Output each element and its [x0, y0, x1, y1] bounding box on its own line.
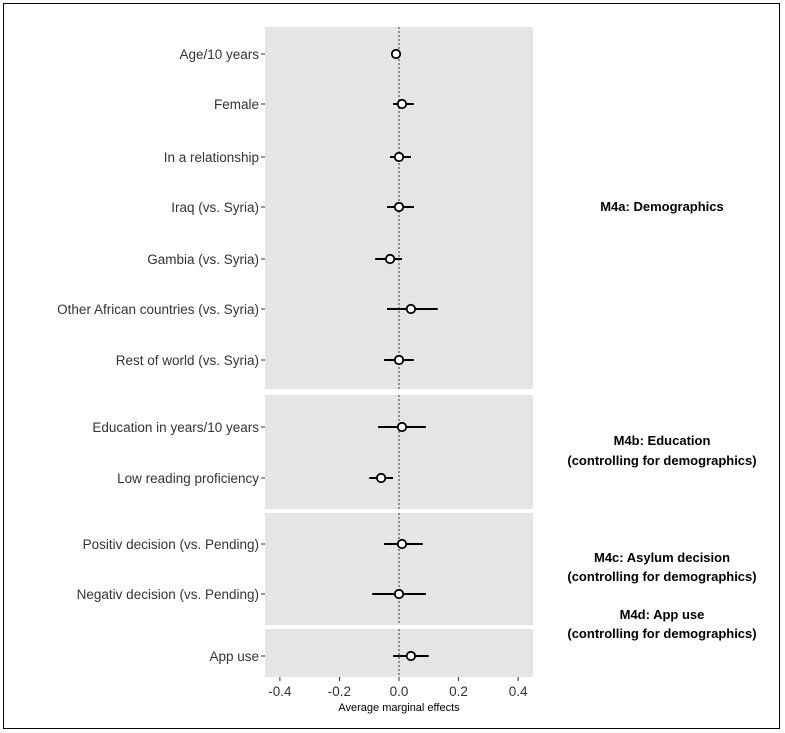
figure-frame [3, 3, 780, 729]
row-label: Low reading proficiency [117, 471, 259, 486]
point-estimate [393, 151, 405, 163]
point-estimate [405, 650, 417, 662]
point-estimate [376, 472, 387, 484]
x-tick-label: -0.2 [328, 684, 351, 699]
row-label: Education in years/10 years [92, 420, 259, 435]
row-label: Female [214, 97, 259, 112]
point-estimate [396, 98, 408, 110]
x-axis: -0.4 -0.2 0.0 0.2 0.4 [268, 677, 528, 699]
point-estimate [393, 354, 405, 366]
marks-layer [261, 48, 438, 662]
row-label: Iraq (vs. Syria) [171, 200, 259, 215]
x-tick-label: -0.4 [268, 684, 292, 699]
row-label: Negativ decision (vs. Pending) [77, 587, 259, 602]
panel-label: M4a: Demographics [600, 199, 724, 214]
point-estimate [384, 253, 396, 265]
panel-label: M4c: Asylum decision (controlling for dem… [567, 550, 756, 584]
row-label: Positiv decision (vs. Pending) [83, 537, 259, 552]
point-estimate [393, 588, 405, 600]
point-estimate [405, 303, 417, 315]
x-tick-label: 0.0 [390, 684, 409, 699]
row-label: Other African countries (vs. Syria) [57, 302, 259, 317]
row-label: Age/10 years [179, 47, 259, 62]
x-tick-label: 0.4 [509, 684, 528, 699]
point-estimate [396, 421, 408, 433]
point-estimate [393, 201, 405, 213]
x-axis-label: Average marginal effects [338, 702, 460, 714]
labels-layer: M4a: Demographics Age/10 years Female In a … [57, 47, 756, 664]
panel-label: M4b: Education (controlling for demograph… [567, 433, 756, 468]
row-label: In a relationship [164, 150, 259, 165]
row-label: Rest of world (vs. Syria) [116, 353, 259, 368]
x-tick-label: 0.2 [449, 684, 468, 699]
point-estimate [396, 538, 408, 550]
point-estimate [390, 48, 402, 60]
row-label: Gambia (vs. Syria) [147, 252, 259, 267]
row-label: App use [209, 649, 259, 664]
panel-label: M4d: App use (controlling for demographic… [567, 607, 756, 641]
